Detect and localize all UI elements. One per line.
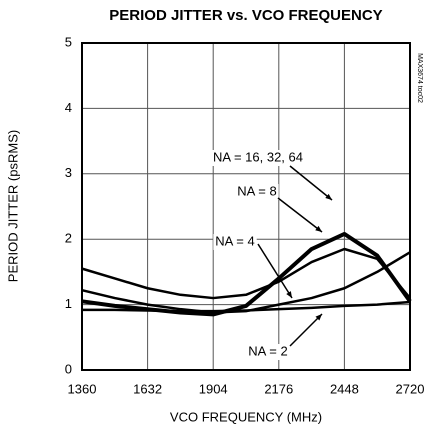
arrow-head xyxy=(315,314,322,321)
series-line xyxy=(81,231,412,317)
y-tick-label: 0 xyxy=(65,361,72,376)
arrow-head xyxy=(286,291,292,298)
y-tick-label: 1 xyxy=(65,296,72,311)
x-tick-label: 1632 xyxy=(133,381,162,396)
label-arrow xyxy=(289,165,333,201)
x-axis-label: VCO FREQUENCY (MHz) xyxy=(170,409,322,424)
legend-label: NA = 4 xyxy=(215,233,254,248)
figure-code: MAX3674 toc02 xyxy=(416,53,423,103)
y-tick-label: 2 xyxy=(65,231,72,246)
x-tick-label: 1904 xyxy=(199,381,228,396)
x-tick-label: 2176 xyxy=(264,381,293,396)
legend-label: NA = 8 xyxy=(237,183,276,198)
label-background xyxy=(235,184,279,200)
label-arrow xyxy=(277,197,323,233)
legend-label: NA = 2 xyxy=(248,343,287,358)
label-background xyxy=(213,234,257,250)
label-background xyxy=(211,150,305,166)
label-background xyxy=(246,344,290,360)
y-tick-label: 5 xyxy=(65,34,72,49)
series-line xyxy=(82,300,411,313)
y-tick-label: 4 xyxy=(65,100,72,115)
y-axis-label: PERIOD JITTER (psRMS) xyxy=(5,130,20,282)
chart-title: PERIOD JITTER vs. VCO FREQUENCY xyxy=(109,7,382,24)
label-arrow xyxy=(289,313,323,347)
x-tick-label: 2720 xyxy=(396,381,425,396)
legend-label: NA = 16, 32, 64 xyxy=(213,149,303,164)
y-tick-label: 3 xyxy=(65,165,72,180)
series-line xyxy=(81,247,411,300)
arrow-head xyxy=(325,193,332,200)
x-tick-label: 2448 xyxy=(330,381,359,396)
label-arrow xyxy=(257,243,293,299)
arrow-head xyxy=(315,225,322,232)
plot-frame xyxy=(81,42,411,371)
x-tick-label: 1360 xyxy=(68,381,97,396)
